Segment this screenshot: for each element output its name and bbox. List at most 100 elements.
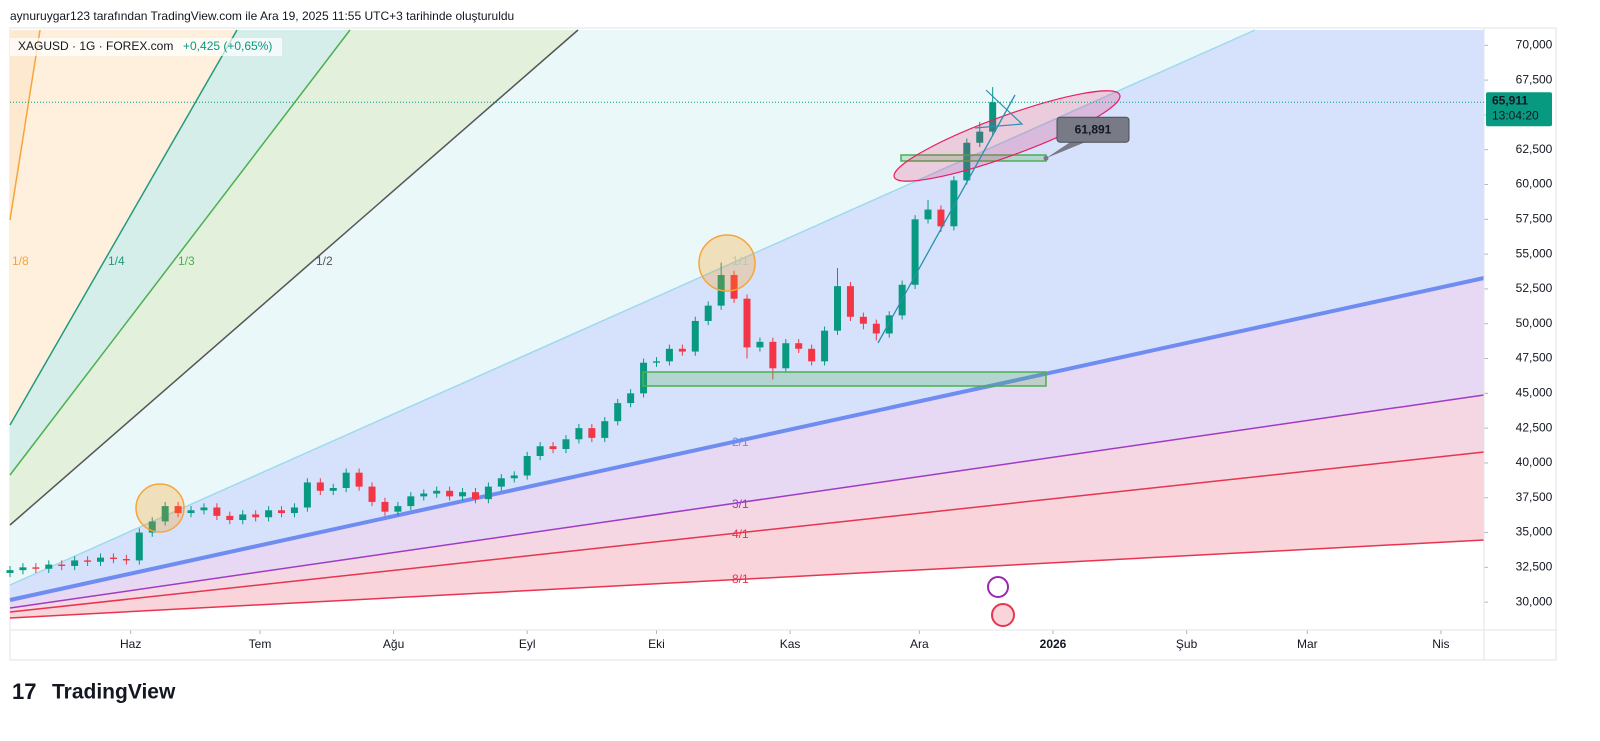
y-tick-label: 42,500 [1516, 420, 1553, 434]
event-icon [987, 576, 1009, 598]
y-tick-label: 40,000 [1516, 455, 1553, 469]
candle-body [575, 428, 583, 440]
candle-body [808, 348, 816, 362]
candle-body [821, 330, 829, 362]
candle-body [122, 559, 130, 561]
candle-body [433, 490, 441, 494]
fan-label: 2/1 [732, 435, 749, 449]
fan-zone [10, 395, 1484, 612]
y-tick-label: 57,500 [1516, 211, 1553, 225]
fan-line [9, 29, 579, 526]
candle-body [32, 567, 40, 569]
logo-mark: 17 [12, 679, 36, 704]
y-tick-label: 37,500 [1516, 490, 1553, 504]
candle-body [885, 315, 893, 334]
fan-label: 8/1 [732, 572, 749, 586]
candle-body [614, 403, 622, 422]
candle-body [109, 557, 117, 560]
candle-body [148, 521, 156, 533]
fan-label: 1/2 [316, 254, 333, 268]
y-tick-label: 35,000 [1516, 525, 1553, 539]
legend-bg [10, 38, 282, 56]
annotation-box [1056, 116, 1130, 143]
y-tick-label: 55,000 [1516, 246, 1553, 260]
candle-body [846, 286, 854, 317]
candle-body [161, 506, 169, 522]
event-icon [991, 603, 1015, 627]
candle-body [187, 510, 195, 514]
candle-body [678, 348, 686, 352]
candle-body [756, 341, 764, 348]
change: +0,425 (+0,65%) [183, 39, 272, 53]
x-tick-label: Mar [1297, 637, 1318, 651]
zone-box [642, 371, 1047, 387]
candle-body [562, 439, 570, 450]
candle-body [691, 320, 699, 352]
candle-body [6, 570, 14, 573]
candle-body [795, 343, 803, 349]
candle-body [510, 475, 518, 479]
symbol: XAGUSD · 1G · FOREX.com [18, 39, 173, 53]
x-tick-label: Ara [910, 637, 929, 651]
triangle [974, 89, 1024, 129]
highlight-ellipse [893, 90, 1121, 182]
y-tick-label: 50,000 [1516, 316, 1553, 330]
candle-body [226, 515, 234, 521]
fan-line [9, 276, 1485, 602]
candle-body [381, 501, 389, 512]
candle-body [859, 316, 867, 324]
countdown: 13:04:20 [1492, 108, 1539, 122]
candle-body [459, 492, 467, 497]
candle-body [58, 564, 66, 566]
x-tick-label: Ağu [383, 637, 404, 651]
candle-body [239, 514, 247, 521]
last-price-box [1486, 92, 1552, 127]
y-tick-label: 62,500 [1516, 142, 1553, 156]
candle-body [45, 564, 53, 569]
y-tick-label: 52,500 [1516, 281, 1553, 295]
candle-body [252, 514, 260, 518]
candle-body [484, 486, 492, 500]
candle-body [342, 472, 350, 489]
fan-label: 4/1 [732, 527, 749, 541]
candle-body [924, 209, 932, 220]
y-tick-label: 60,000 [1516, 177, 1553, 191]
candle-body [420, 493, 428, 497]
axes: 30,000 32,500 35,000 37,500 40,000 42,500 45,0… [10, 28, 1556, 660]
candle-body [627, 393, 635, 404]
fan-label: 1/1 [732, 254, 749, 268]
candle-body [446, 490, 454, 497]
fan-line [9, 394, 1485, 609]
candle-body [213, 507, 221, 516]
candle-body [471, 492, 479, 500]
candle-body [200, 507, 208, 511]
fan-label: 1/4 [108, 254, 125, 268]
x-tick-label: Eki [648, 637, 665, 651]
candle-body [872, 323, 880, 334]
x-tick-label: Kas [780, 637, 801, 651]
candle-body [989, 102, 997, 132]
candle-body [536, 446, 544, 456]
y-tick-label: 70,000 [1516, 37, 1553, 51]
drawings [135, 89, 1121, 627]
fan-line [9, 29, 1256, 586]
candle-body [71, 560, 79, 566]
candle-body [911, 219, 919, 285]
x-tick-label: 2026 [1040, 637, 1067, 651]
candle-body [84, 560, 92, 562]
highlight-circle [135, 483, 185, 533]
candle-body [743, 298, 751, 348]
x-tick-label: Haz [120, 637, 141, 651]
annotation-anchor [1043, 155, 1049, 161]
fan-line [9, 29, 238, 426]
fan-label: 1/8 [12, 254, 29, 268]
y-tick-label: 47,500 [1516, 351, 1553, 365]
candle-body [782, 343, 790, 369]
last-price-label: 65,911 [1492, 93, 1528, 107]
candle-body [407, 496, 415, 507]
gann-fan: 1/8 1/4 1/3 1/2 1/1 2/1 3/1 4/1 8/1 [9, 29, 1485, 619]
fan-line [9, 539, 1485, 619]
candle-body [368, 486, 376, 502]
